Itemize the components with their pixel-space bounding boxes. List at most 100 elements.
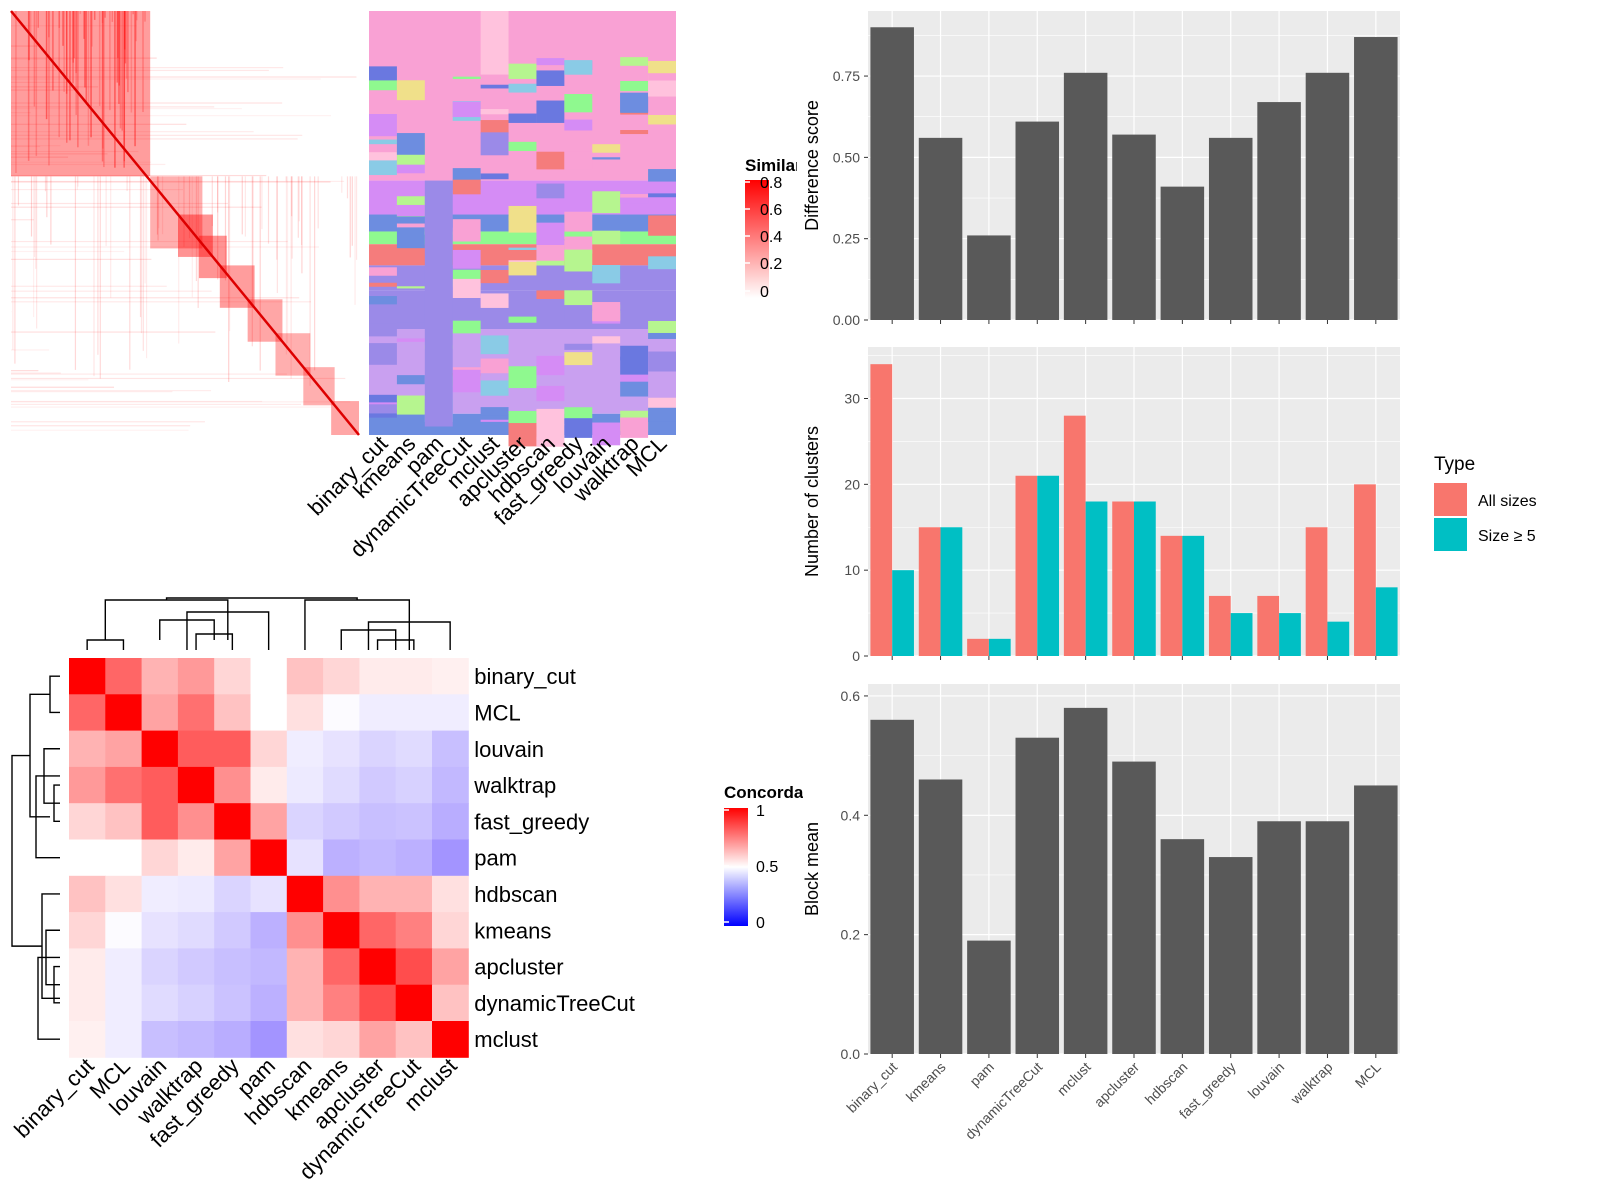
similarity-stripe — [346, 176, 349, 199]
similarity-stripe — [123, 11, 126, 50]
concordance-cell — [359, 839, 397, 877]
similarity-stripe — [99, 176, 101, 379]
bar — [1112, 501, 1134, 656]
concordance-cell — [359, 658, 397, 695]
assignment-cell — [480, 11, 509, 75]
concordance-cell — [359, 875, 397, 913]
concordance-cell — [286, 875, 324, 913]
concordance-cell — [69, 1021, 106, 1058]
similarity-stripe — [11, 403, 302, 406]
bar — [892, 570, 914, 656]
similarity-stripe — [11, 370, 39, 372]
assignment-cell — [536, 100, 565, 123]
assignment-cell — [620, 57, 649, 66]
similarity-stripe — [188, 176, 191, 239]
assignment-band — [369, 290, 676, 329]
concordance-cell — [432, 694, 469, 732]
concordance-cell — [214, 730, 251, 768]
similarity-stripe — [317, 176, 319, 229]
similarity-stripe — [11, 301, 312, 303]
concordance-heatmap — [69, 658, 469, 1058]
assignment-cell — [452, 369, 481, 393]
similarity-stripe — [72, 11, 74, 63]
concordance-cell — [69, 912, 106, 949]
concordance-cell — [141, 766, 179, 804]
similarity-stripe — [11, 107, 242, 110]
similarity-stripe — [118, 11, 120, 104]
concordance-cell — [105, 839, 143, 877]
similarity-stripe — [191, 176, 193, 298]
similarity-stripe — [11, 102, 283, 104]
concordance-cell — [323, 984, 360, 1022]
concordance-cell — [432, 839, 469, 877]
assignment-cell — [508, 410, 537, 424]
assignment-cell — [480, 109, 509, 115]
similarity-stripe — [97, 176, 99, 355]
concordance-cell — [395, 839, 433, 877]
y-tick-label: 0.0 — [841, 1046, 861, 1062]
concordance-cell — [432, 803, 469, 840]
similarity-stripe — [11, 138, 298, 140]
similarity-tick-label: 0.2 — [760, 256, 782, 273]
y-axis-title: Number of clusters — [802, 426, 822, 577]
concordance-cell — [432, 658, 469, 695]
concordance-cell — [177, 1021, 215, 1058]
dendrogram-branch — [37, 956, 60, 1040]
assignment-cell — [564, 249, 593, 272]
assignment-cell — [536, 183, 565, 199]
similarity-stripe — [58, 11, 61, 28]
similarity-stripe — [11, 134, 303, 136]
assignment-cell — [396, 223, 425, 228]
bar — [1354, 37, 1398, 320]
bar — [1257, 821, 1301, 1054]
similarity-stripe — [11, 106, 215, 108]
similarity-stripe — [35, 11, 38, 157]
assignment-cell — [452, 76, 481, 79]
similarity-stripe — [314, 176, 316, 371]
concordance-cell — [177, 912, 215, 949]
similarity-legend-title: Similarity — [745, 156, 822, 175]
concordance-cell — [214, 766, 251, 804]
similarity-stripe — [142, 11, 144, 113]
concordance-cell — [105, 658, 143, 695]
similarity-stripe — [109, 11, 111, 111]
concordance-cell — [395, 803, 433, 840]
assignment-cell — [396, 395, 425, 415]
similarity-stripe — [11, 145, 61, 147]
x-tick-label: binary_cut — [843, 1059, 900, 1116]
similarity-stripe — [103, 11, 105, 168]
assignment-cell — [369, 160, 397, 176]
similarity-tick-label: 0.8 — [760, 175, 782, 192]
similarity-stripe — [11, 372, 61, 374]
similarity-stripe — [341, 176, 343, 193]
concordance-cell — [286, 948, 324, 986]
legend-swatch — [1434, 518, 1467, 551]
similarity-stripe — [301, 176, 303, 245]
bar — [1354, 484, 1376, 656]
similarity-colorbar — [745, 180, 769, 298]
assignment-cell — [452, 179, 481, 195]
bar — [870, 719, 914, 1054]
assignment-cell — [564, 60, 593, 75]
similarity-stripe — [241, 176, 243, 235]
assignment-cell — [369, 152, 397, 161]
similarity-stripe — [33, 11, 36, 107]
bar — [940, 527, 963, 656]
similarity-stripe — [90, 11, 92, 138]
assignment-cell — [592, 230, 621, 245]
concordance-cell — [432, 730, 469, 768]
concordance-cell — [359, 766, 397, 804]
similarity-stripe — [35, 176, 37, 269]
concordance-cell — [141, 803, 179, 840]
x-tick-label: walktrap — [1287, 1059, 1336, 1108]
similarity-stripe — [178, 176, 180, 344]
concordance-cell — [395, 766, 433, 804]
assignment-cell — [480, 358, 509, 374]
assignment-cell — [369, 114, 397, 137]
concordance-cell — [69, 658, 106, 695]
bar — [1160, 535, 1183, 656]
x-tick-label: hdbscan — [1142, 1059, 1191, 1108]
concordance-legend-title: Concordance — [724, 783, 833, 802]
concordance-cell — [323, 803, 360, 840]
similarity-stripe — [11, 25, 137, 27]
